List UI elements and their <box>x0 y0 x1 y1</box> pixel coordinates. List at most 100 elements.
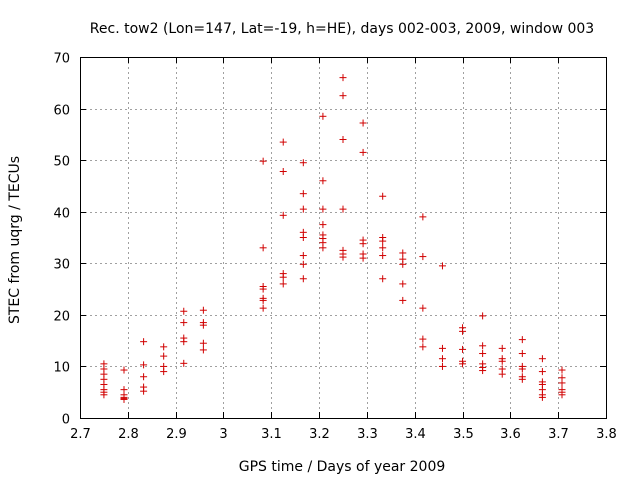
x-tick-label: 2.7 <box>70 427 91 442</box>
x-tick-label: 3.5 <box>453 427 474 442</box>
plot-frame <box>80 57 607 419</box>
data-point <box>399 280 407 288</box>
x-tick-label: 3.8 <box>596 427 617 442</box>
data-point <box>479 350 487 358</box>
x-axis-title: GPS time / Days of year 2009 <box>239 459 446 475</box>
data-point <box>379 252 387 260</box>
data-point <box>339 74 347 82</box>
data-point <box>259 157 267 165</box>
data-point <box>558 366 566 374</box>
x-tick-label: 3.6 <box>500 427 521 442</box>
data-points <box>100 74 566 403</box>
data-point <box>379 192 387 200</box>
x-tick-label: 3.1 <box>261 427 282 442</box>
x-tick-label: 3 <box>219 427 227 442</box>
y-tick-label: 20 <box>53 310 70 325</box>
data-point <box>199 339 207 347</box>
data-point <box>339 136 347 144</box>
data-point <box>160 343 168 351</box>
data-point <box>199 306 207 314</box>
x-tick-label: 3.2 <box>309 427 330 442</box>
data-point <box>459 345 467 353</box>
data-point <box>279 167 287 175</box>
data-point <box>518 336 526 344</box>
data-point <box>339 92 347 100</box>
data-point <box>259 304 267 312</box>
data-point <box>498 370 506 378</box>
data-point <box>180 338 188 346</box>
data-point <box>140 373 148 381</box>
x-tick-label: 2.9 <box>166 427 187 442</box>
data-point <box>438 262 446 270</box>
data-point <box>379 275 387 283</box>
data-point <box>160 352 168 360</box>
data-point <box>199 321 207 329</box>
data-point <box>419 335 427 343</box>
data-point <box>180 359 188 367</box>
data-point <box>140 387 148 395</box>
data-point <box>259 285 267 293</box>
data-point <box>319 205 327 213</box>
grid-layer <box>80 57 606 418</box>
data-point <box>299 260 307 268</box>
data-point <box>419 343 427 351</box>
y-tick-label: 0 <box>62 413 70 428</box>
data-point <box>199 346 207 354</box>
y-tick-label: 30 <box>53 258 70 273</box>
data-point <box>359 240 367 248</box>
x-tick-label: 3.7 <box>548 427 569 442</box>
data-point <box>299 275 307 283</box>
data-point <box>299 190 307 198</box>
data-point <box>160 368 168 376</box>
data-point <box>438 355 446 363</box>
data-point <box>339 205 347 213</box>
data-point <box>140 338 148 346</box>
data-point <box>120 395 128 403</box>
data-point <box>518 365 526 373</box>
data-point <box>279 211 287 219</box>
data-point <box>140 361 148 369</box>
tick-layer: 2.7 2.8 2.9 3 3.1 3.2 3.3 3.4 3.5 3.6 3.7 3.8 0 10 20 3… <box>53 52 616 443</box>
data-point <box>359 148 367 156</box>
data-point <box>299 252 307 260</box>
chart-title: Rec. tow2 (Lon=147, Lat=-19, h=HE), days… <box>90 21 594 37</box>
y-axis-title: STEC from uqrg / TECUs <box>7 156 23 324</box>
data-point <box>419 304 427 312</box>
data-point <box>299 234 307 241</box>
data-point <box>319 244 327 252</box>
data-point <box>379 237 387 245</box>
y-tick-label: 50 <box>53 155 70 170</box>
data-point <box>498 357 506 365</box>
data-point <box>438 344 446 352</box>
data-point <box>419 213 427 221</box>
x-tick-label: 3.3 <box>357 427 378 442</box>
data-point <box>180 307 188 315</box>
data-point <box>319 221 327 229</box>
x-tick-label: 2.8 <box>118 427 139 442</box>
x-tick-label: 3.4 <box>405 427 426 442</box>
data-point <box>538 393 546 401</box>
y-tick-label: 60 <box>53 104 70 119</box>
data-point <box>498 344 506 352</box>
data-point <box>299 205 307 213</box>
data-point <box>518 375 526 383</box>
data-point <box>558 391 566 399</box>
data-point <box>379 244 387 252</box>
data-point <box>399 296 407 304</box>
data-point <box>279 280 287 288</box>
data-point <box>518 350 526 358</box>
data-point <box>100 391 108 399</box>
data-point <box>459 327 467 335</box>
data-point <box>399 249 407 257</box>
data-point <box>419 253 427 261</box>
data-point <box>180 319 188 327</box>
data-point <box>359 119 367 127</box>
y-tick-label: 40 <box>53 207 70 222</box>
data-point <box>120 366 128 374</box>
data-point <box>259 296 267 304</box>
data-point <box>279 138 287 146</box>
data-point <box>359 254 367 262</box>
data-point <box>299 159 307 167</box>
y-tick-label: 10 <box>53 361 70 376</box>
